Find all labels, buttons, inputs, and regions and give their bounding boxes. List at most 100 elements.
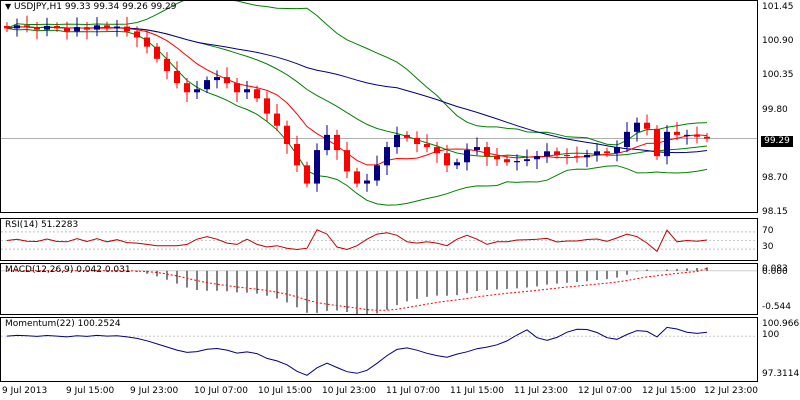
rsi-title: RSI(14) 51.2283 [5,220,79,230]
bearish-candle [164,58,170,71]
price-label: 99.80 [762,105,788,115]
bollinger-middle-line [6,26,708,158]
bearish-candle [344,150,350,172]
bullish-candle [74,27,80,32]
price-axis: 101.45 100.90 100.35 99.80 98.70 98.15 [759,0,800,217]
time-label: 12 Jul 23:00 [704,386,758,396]
time-label: 12 Jul 15:00 [642,386,696,396]
bullish-candle [534,156,540,160]
price-chart-canvas [1,1,757,206]
bearish-candle [104,25,110,29]
bollinger-lower-line [6,27,708,206]
bearish-candle [274,113,280,126]
bearish-candle [254,89,260,99]
bearish-candle [354,171,360,184]
bearish-candle [554,151,560,155]
macd-label: 0.083 [762,264,788,274]
bullish-candle [194,89,200,93]
time-label: 11 Jul 23:00 [514,386,568,396]
bullish-candle [524,159,530,162]
macd-pane[interactable]: MACD(12,26,9) 0.042 0.031 [0,263,758,315]
bearish-candle [704,136,710,139]
bearish-candle [184,83,190,93]
bearish-candle [674,131,680,135]
time-label: 10 Jul 15:00 [258,386,312,396]
bearish-candle [264,98,270,114]
macd-signal-line [6,267,708,311]
momentum-canvas [1,326,757,376]
bullish-candle [584,154,590,158]
time-label: 11 Jul 15:00 [450,386,504,396]
bullish-candle [454,162,460,166]
bearish-candle [484,147,490,157]
price-label: 98.15 [762,207,788,217]
bearish-candle [4,25,10,29]
bearish-candle [604,151,610,154]
bullish-candle [214,77,220,81]
bearish-candle [404,134,410,138]
time-label: 11 Jul 07:00 [386,386,440,396]
momentum-label: 97.3114 [762,369,800,379]
bullish-candle [394,134,400,148]
symbol-title: ▼ USDJPY,H1 99.33 99.34 99.26 99.29 [5,2,177,12]
time-label: 10 Jul 23:00 [322,386,376,396]
last-price-marker: 99.29 [761,136,793,147]
bullish-candle [114,26,120,29]
time-label: 9 Jul 2013 [2,386,48,396]
bearish-candle [414,137,420,145]
rsi-canvas [1,229,757,253]
bullish-candle [514,161,520,163]
bearish-candle [334,134,340,151]
bollinger-upper-line [6,1,708,146]
rsi-line [6,229,708,253]
time-label: 10 Jul 07:00 [194,386,248,396]
bullish-candle [634,122,640,132]
momentum-line [6,326,708,376]
price-chart-pane[interactable]: ▼ USDJPY,H1 99.33 99.34 99.26 99.29 [0,0,758,213]
momentum-axis: 100.9665 100 97.3114 [759,317,800,382]
bullish-candle [374,165,380,181]
bullish-candle [94,25,100,30]
rsi-level-label: 30 [762,242,774,252]
rsi-level-label: 70 [762,226,774,236]
bearish-candle [434,147,440,154]
rsi-pane[interactable]: RSI(14) 51.2283 [0,218,758,261]
time-label: 12 Jul 07:00 [578,386,632,396]
momentum-pane[interactable]: Momentum(22) 100.2524 [0,317,758,382]
macd-label: -0.544 [762,302,792,312]
bearish-candle [304,165,310,184]
bearish-candle [84,27,90,30]
momentum-label: 100 [762,330,780,340]
bearish-candle [504,159,510,163]
bullish-candle [664,131,670,157]
bullish-candle [594,151,600,155]
bullish-candle [314,150,320,184]
bullish-candle [244,89,250,93]
bullish-candle [614,147,620,154]
bullish-candle [44,25,50,30]
bullish-candle [684,134,690,136]
momentum-title: Momentum(22) 100.2524 [5,319,121,329]
momentum-label: 100.9665 [762,319,800,329]
bearish-candle [234,83,240,93]
bullish-candle [464,150,470,163]
price-label: 101.45 [762,2,794,12]
bearish-candle [124,26,130,32]
bullish-candle [474,147,480,151]
bullish-candle [204,80,210,90]
macd-axis: 0.083 0.000 -0.544 [759,263,800,315]
bearish-candle [144,37,150,47]
bearish-candle [24,25,30,28]
macd-title: MACD(12,26,9) 0.042 0.031 [5,265,131,275]
bullish-candle [14,25,20,29]
bullish-candle [324,134,330,151]
bearish-candle [154,46,160,59]
bearish-candle [64,28,70,32]
bearish-candle [494,156,500,160]
macd-canvas [1,267,757,314]
macd-label: 0.000 [762,267,788,277]
time-axis: 9 Jul 2013 9 Jul 15:00 9 Jul 23:00 10 Ju… [0,382,760,400]
bearish-candle [444,153,450,166]
bearish-candle [224,77,230,84]
price-label: 100.90 [762,36,794,46]
